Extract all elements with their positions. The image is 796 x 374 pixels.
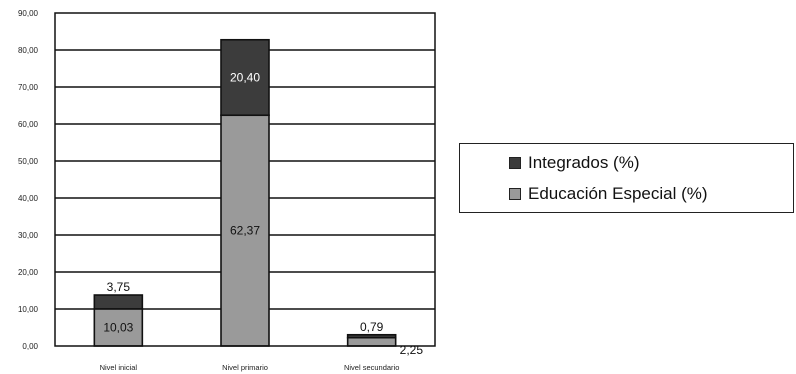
plot-area-frame bbox=[54, 12, 436, 347]
legend-swatch-educacion-especial bbox=[509, 188, 521, 200]
data-label: 3,75 bbox=[107, 280, 131, 294]
bar-segment bbox=[346, 336, 397, 347]
legend-swatch-integrados bbox=[509, 157, 521, 169]
data-label: 20,40 bbox=[230, 70, 260, 84]
y-axis-ticks: 0,00 10,00 20,00 30,00 40,00 50,00 60,00 70,00 8… bbox=[18, 9, 39, 351]
data-label: 0,79 bbox=[360, 320, 384, 334]
x-axis-categories: Nivel inicial Nivel primario Nivel secunda… bbox=[100, 363, 400, 372]
y-tick-label: 50,00 bbox=[18, 157, 39, 166]
legend-item-educacion-especial: Educación Especial (%) bbox=[509, 184, 708, 204]
y-tick-label: 90,00 bbox=[18, 9, 39, 18]
y-tick-label: 10,00 bbox=[18, 305, 39, 314]
legend-item-integrados: Integrados (%) bbox=[509, 153, 640, 173]
legend-label-educacion-especial: Educación Especial (%) bbox=[528, 184, 708, 203]
legend: Integrados (%) Educación Especial (%) bbox=[459, 143, 794, 213]
bars bbox=[93, 38, 397, 347]
y-tick-label: 60,00 bbox=[18, 120, 39, 129]
legend-label-integrados: Integrados (%) bbox=[528, 153, 640, 172]
bar-segment bbox=[220, 38, 270, 117]
y-tick-label: 80,00 bbox=[18, 46, 39, 55]
data-label: 62,37 bbox=[230, 224, 260, 238]
bar-segment bbox=[93, 294, 144, 310]
bar-segment bbox=[346, 333, 397, 339]
y-tick-label: 70,00 bbox=[18, 83, 39, 92]
x-category-label: Nivel secundario bbox=[344, 363, 399, 372]
y-tick-label: 40,00 bbox=[18, 194, 39, 203]
x-category-label: Nivel primario bbox=[222, 363, 268, 372]
y-tick-label: 20,00 bbox=[18, 268, 39, 277]
data-label: 2,25 bbox=[400, 343, 424, 357]
y-tick-label: 0,00 bbox=[22, 342, 38, 351]
data-label: 10,03 bbox=[103, 320, 133, 334]
bar-segment bbox=[93, 308, 144, 347]
x-category-label: Nivel inicial bbox=[100, 363, 138, 372]
y-tick-label: 30,00 bbox=[18, 231, 39, 240]
